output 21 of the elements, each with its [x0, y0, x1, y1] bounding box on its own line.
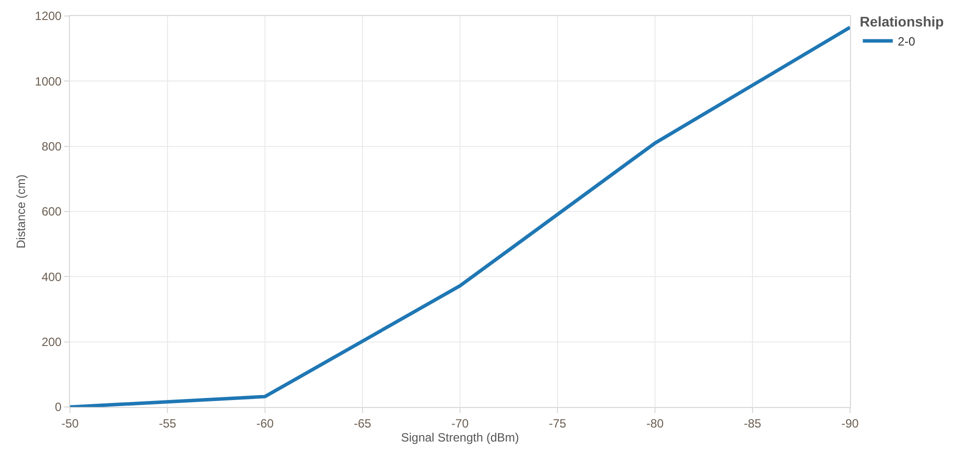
x-tick-label: -80 [646, 416, 664, 430]
y-tick-label: 1000 [34, 74, 62, 88]
y-tick-label: 200 [42, 335, 62, 350]
y-tick-label: 400 [42, 270, 62, 284]
x-tick-label: -55 [158, 416, 176, 430]
x-tick-label: -70 [451, 416, 469, 430]
legend-title: Relationship [860, 13, 944, 30]
x-tick-label: -65 [354, 416, 372, 430]
y-axis-title: Distance (cm) [14, 174, 28, 249]
x-tick-label: -75 [548, 416, 566, 430]
y-tick-label: 600 [42, 204, 62, 219]
y-tick-label: 0 [54, 400, 62, 414]
y-tick-label: 800 [42, 140, 62, 154]
legend-label: 2-0 [898, 34, 916, 49]
x-axis-title: Signal Strength (dBm) [400, 430, 520, 444]
x-tick-label: -60 [256, 416, 274, 430]
x-tick-label: -50 [61, 416, 79, 430]
y-tick-label: 1200 [34, 9, 62, 24]
line-series [70, 26, 850, 407]
x-tick-label: -85 [744, 416, 762, 430]
x-tick-label: -90 [841, 416, 859, 430]
